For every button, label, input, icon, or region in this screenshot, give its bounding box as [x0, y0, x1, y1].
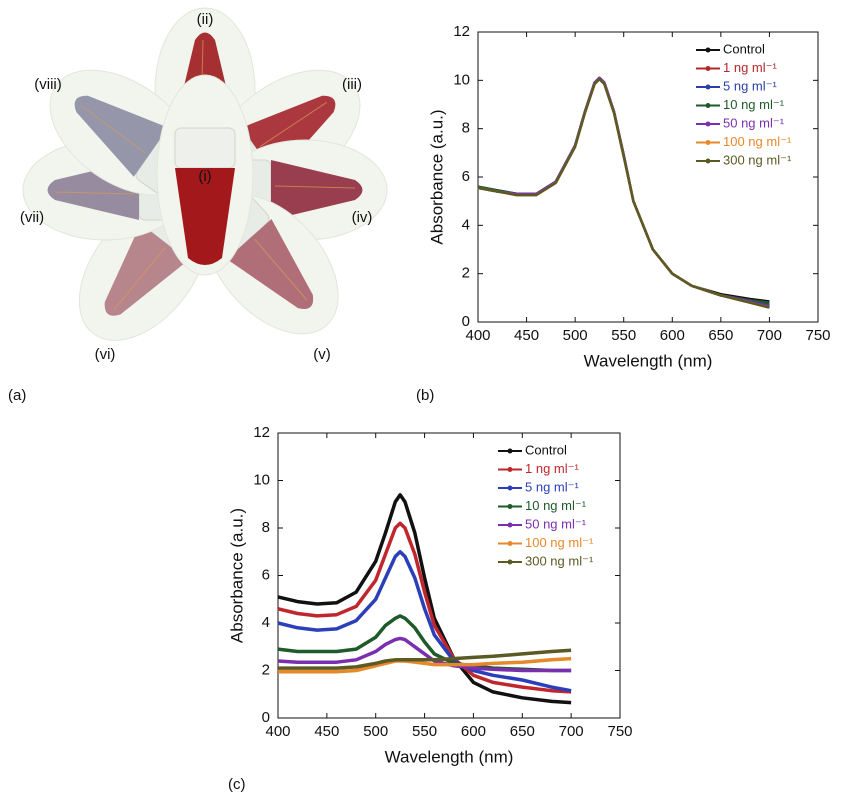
y-tick-label: 0 [462, 313, 470, 330]
x-tick-label: 600 [660, 327, 685, 344]
tube-body [271, 160, 363, 220]
tube-label: (ii) [197, 11, 214, 28]
y-tick-label: 6 [262, 566, 270, 583]
panel-label: (b) [416, 387, 434, 404]
legend-label: 300 ng ml⁻¹ [525, 553, 594, 568]
y-tick-label: 2 [462, 265, 470, 282]
x-tick-label: 450 [314, 723, 339, 740]
x-tick-label: 450 [514, 327, 539, 344]
series-line [277, 521, 572, 694]
x-tick-label: 500 [363, 723, 388, 740]
x-tick-label: 750 [607, 723, 632, 740]
tube-label: (iii) [342, 76, 362, 93]
y-tick-label: 12 [253, 424, 270, 441]
legend-label: 300 ng ml⁻¹ [723, 152, 792, 167]
legend-marker [507, 448, 513, 454]
y-tick-label: 2 [262, 661, 270, 678]
y-tick-label: 12 [453, 23, 470, 40]
tube-label: (vii) [20, 209, 44, 226]
x-tick-label: 700 [757, 327, 782, 344]
legend-marker [507, 541, 513, 546]
tube-label: (v) [313, 346, 331, 363]
tube-label: (viii) [34, 76, 62, 93]
tube-label: (vi) [95, 346, 116, 363]
plot-frame [477, 31, 819, 323]
series-line [477, 77, 770, 309]
legend-marker [507, 559, 513, 565]
series-line [277, 636, 572, 673]
legend-marker [705, 140, 711, 145]
tube-highlight [113, 247, 166, 310]
legend-label: Control [525, 442, 567, 457]
legend-label: 10 ng ml⁻¹ [525, 498, 587, 513]
series-line [277, 550, 572, 693]
tube-highlight [254, 239, 308, 301]
tube-body [175, 168, 235, 265]
x-tick-label: 400 [265, 723, 290, 740]
series-line [277, 493, 572, 705]
legend-label: 1 ng ml⁻¹ [525, 461, 579, 476]
legend-label: 100 ng ml⁻¹ [525, 535, 594, 550]
tube-highlight [274, 185, 356, 189]
panel-label: (a) [8, 387, 26, 404]
legend-label: 50 ng ml⁻¹ [525, 516, 587, 531]
series-line [477, 76, 770, 307]
legend-label: 10 ng ml⁻¹ [723, 97, 785, 112]
legend-label: Control [723, 41, 765, 56]
legend-marker [507, 467, 513, 472]
y-tick-label: 4 [262, 614, 270, 631]
tube-body [74, 95, 169, 177]
y-tick-label: 10 [453, 71, 470, 88]
legend-label: 100 ng ml⁻¹ [723, 134, 792, 149]
legend-marker [705, 84, 711, 90]
x-tick-label: 550 [412, 723, 437, 740]
y-tick-label: 10 [253, 471, 270, 488]
legend-label: 5 ng ml⁻¹ [723, 78, 777, 93]
x-tick-label: 400 [465, 327, 490, 344]
legend-label: 5 ng ml⁻¹ [525, 479, 579, 494]
y-tick-label: 0 [262, 709, 270, 726]
tube-highlight [259, 101, 328, 147]
tube-highlight [80, 105, 146, 154]
x-tick-label: 650 [708, 327, 733, 344]
tube-label: (i) [198, 168, 211, 185]
legend-label: 50 ng ml⁻¹ [723, 115, 785, 130]
tube-highlight [54, 191, 136, 195]
legend-marker [705, 66, 711, 71]
x-tick-label: 550 [611, 327, 636, 344]
x-tick-label: 500 [563, 327, 588, 344]
legend-marker [507, 485, 513, 491]
y-tick-label: 6 [462, 168, 470, 185]
x-axis-label: Wavelength (nm) [584, 351, 713, 370]
series-line [477, 76, 770, 308]
y-tick-label: 4 [462, 216, 470, 233]
panel-label: (c) [228, 776, 246, 793]
tube-photo: (ii) (iii) (iv) (v) (vi) (vii) (viii) (i) [20, 7, 388, 363]
y-axis-label: Absorbance (a.u.) [227, 508, 246, 643]
tube-cap [174, 127, 236, 169]
x-tick-label: 600 [461, 723, 486, 740]
legend-label: 1 ng ml⁻¹ [723, 60, 777, 75]
legend-marker [705, 47, 711, 53]
legend-marker [507, 504, 513, 509]
legend-marker [705, 158, 711, 164]
x-tick-label: 650 [510, 723, 535, 740]
legend-marker [705, 103, 711, 108]
legend-marker [507, 522, 513, 528]
x-tick-label: 700 [559, 723, 584, 740]
y-axis-label: Absorbance (a.u.) [427, 109, 446, 244]
legend-marker [705, 121, 711, 127]
tube-label: (iv) [352, 209, 373, 226]
tube-body [226, 218, 314, 309]
series-line [278, 648, 572, 670]
x-tick-label: 750 [805, 327, 830, 344]
x-axis-label: Wavelength (nm) [385, 747, 514, 766]
y-tick-label: 8 [462, 120, 470, 137]
y-tick-label: 8 [262, 519, 270, 536]
